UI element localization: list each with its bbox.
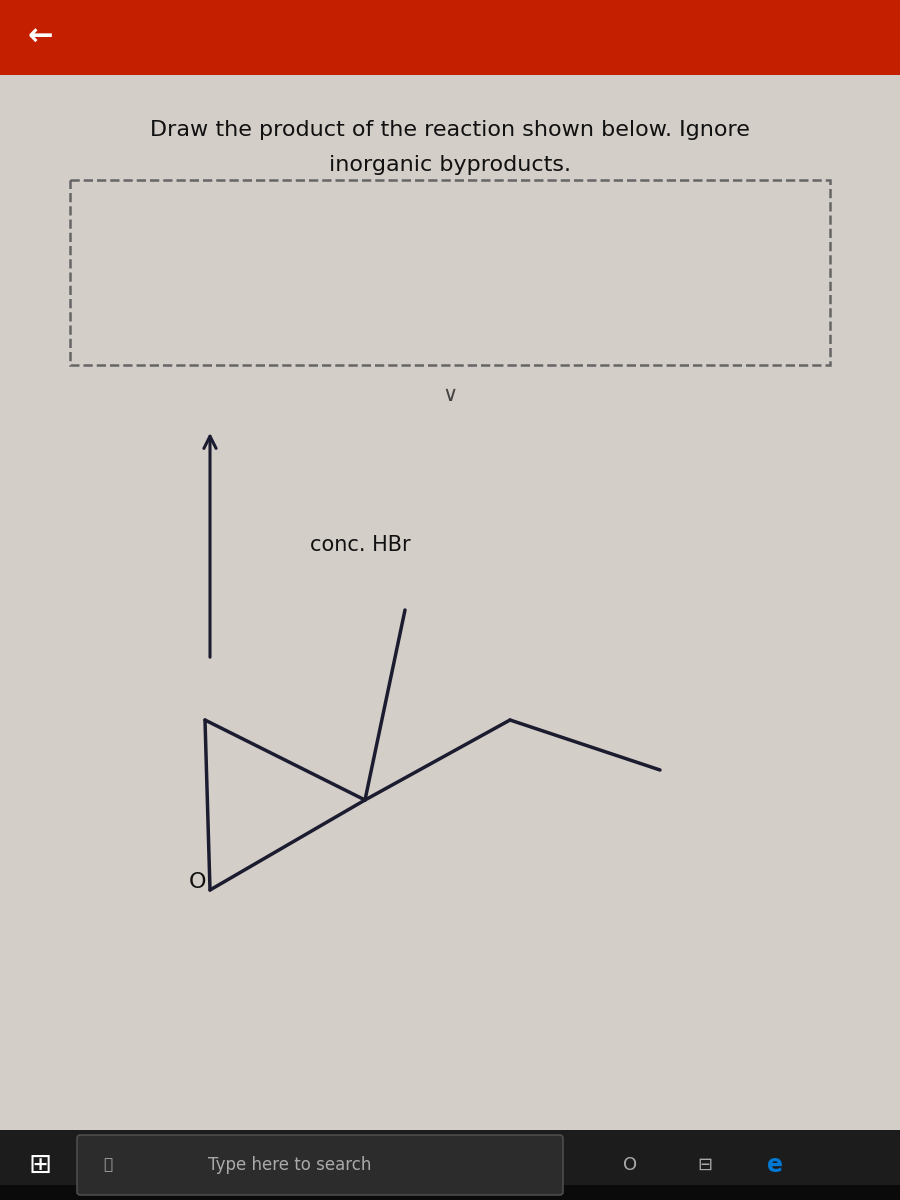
FancyBboxPatch shape [77, 1135, 563, 1195]
Text: ⊞: ⊞ [29, 1151, 51, 1178]
Text: conc. HBr: conc. HBr [310, 535, 410, 554]
Text: Draw the product of the reaction shown below. Ignore: Draw the product of the reaction shown b… [150, 120, 750, 140]
Bar [70, 180, 830, 365]
Bar [0, 1186, 900, 1200]
Text: ∨: ∨ [443, 385, 457, 404]
Bar [0, 0, 900, 74]
Bar [0, 1130, 900, 1200]
Text: 🔍: 🔍 [104, 1158, 112, 1172]
Text: inorganic byproducts.: inorganic byproducts. [329, 155, 571, 175]
Text: O: O [623, 1156, 637, 1174]
Text: O: O [189, 872, 207, 892]
Text: ←: ← [27, 23, 53, 52]
Text: Type here to search: Type here to search [208, 1156, 372, 1174]
Text: ⊟: ⊟ [698, 1156, 713, 1174]
Text: e: e [767, 1153, 783, 1177]
